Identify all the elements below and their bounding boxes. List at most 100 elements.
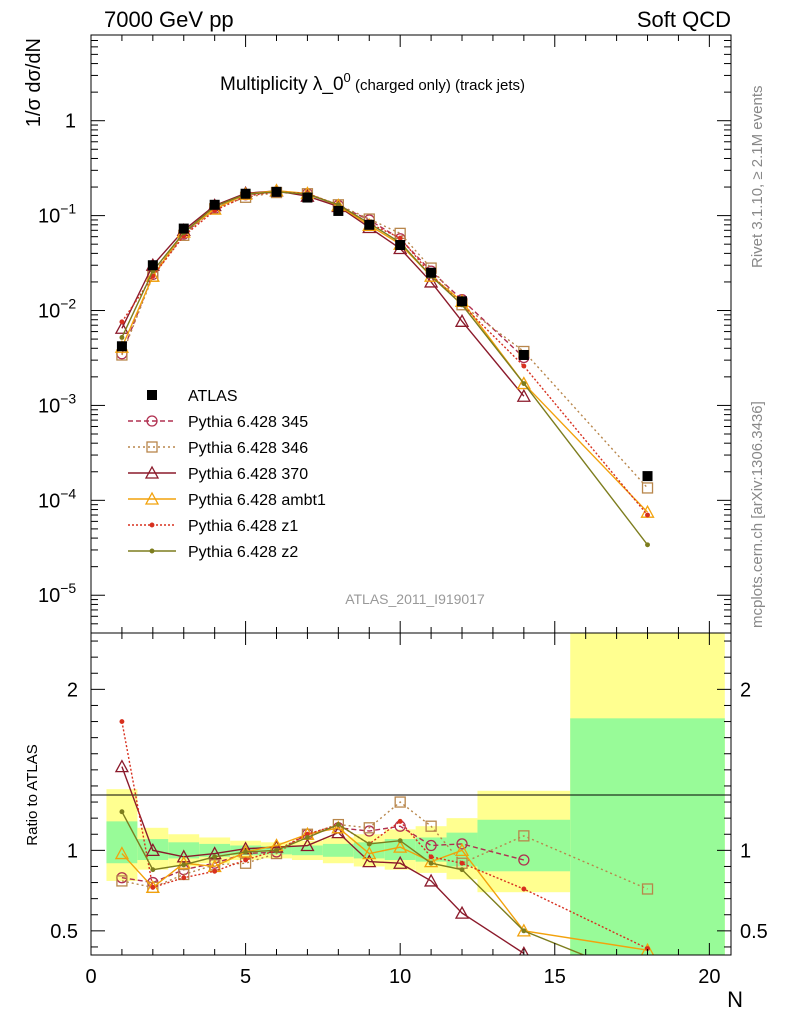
ratio-point-pythia-6-428-370-12 (518, 946, 529, 955)
main-frame (90, 34, 732, 634)
ratio-point-pythia-6-428-346-9 (394, 796, 406, 808)
atlas-point-11 (457, 296, 468, 307)
ratio-point-pythia-6-428-346-13 (641, 883, 654, 895)
legend-label-pythia-6-428-370: Pythia 6.428 370 (188, 466, 308, 483)
legend-marker-pythia-6-428-346 (146, 441, 158, 453)
plot-title-sup: 0 (344, 70, 351, 85)
ratio-point-pythia-6-428-ambt1-8 (362, 846, 377, 860)
ratio-point-pythia-6-428-370-8 (362, 854, 377, 868)
ratio-y-tick-label-left: 1 (67, 840, 78, 862)
ratio-point-pythia-6-428-z2-8 (366, 841, 372, 847)
y-tick-label: 10−3 (38, 390, 76, 417)
ratio-point-pythia-6-428-346-7 (332, 818, 344, 831)
legend: ATLAS Pythia 6.428 345 Pythia 6.428 346 Pyt… (128, 388, 326, 561)
ratio-point-pythia-6-428-346-10 (425, 820, 437, 832)
plot-title-suffix: (charged only) (track jets) (351, 77, 525, 94)
band-inner-12 (477, 819, 571, 872)
x-axis-title: N (727, 987, 743, 1012)
ratio-point-pythia-6-428-z1-3 (212, 868, 218, 874)
ratio-y-axis-title: Ratio to ATLAS (24, 744, 41, 845)
atlas-point-12 (518, 349, 529, 360)
ratio-point-pythia-6-428-370-2 (176, 849, 191, 863)
point-pythia-6-428-z2-13 (645, 542, 650, 548)
ratio-point-pythia-6-428-ambt1-0 (114, 846, 130, 860)
ratio-point-pythia-6-428-346-12 (518, 830, 530, 842)
atlas-point-3 (209, 199, 220, 210)
atlas-point-1 (147, 260, 158, 271)
ratio-point-pythia-6-428-z1-2 (181, 875, 187, 881)
point-pythia-6-428-370-12 (516, 388, 531, 402)
ratio-point-pythia-6-428-z1-0 (119, 719, 125, 724)
ratio-point-pythia-6-428-z1-4 (243, 857, 249, 863)
x-tick-label: 20 (698, 966, 720, 988)
atlas-point-7 (333, 205, 344, 216)
ratio-point-pythia-6-428-370-7 (331, 825, 346, 839)
legend-label-pythia-6-428-z2: Pythia 6.428 z2 (188, 544, 298, 561)
point-pythia-6-428-z1-12 (521, 363, 527, 369)
ratio-point-pythia-6-428-z1-1 (150, 884, 156, 890)
y-tick-label: 10−4 (38, 485, 76, 512)
x-tick-label: 0 (85, 966, 96, 988)
plot-title-main: Multiplicity λ_0 (220, 74, 344, 95)
point-pythia-6-428-z2-12 (521, 381, 527, 387)
series-line-pythia-6-428-ambt1 (121, 190, 649, 513)
ratio-point-pythia-6-428-z2-5 (274, 847, 279, 853)
ticks: 0 5 10 15 20 10−5 10−4 10−3 10−2 10−1 1 0.5 0.5 1 1 2 2 (38, 34, 768, 988)
x-tick-label: 5 (240, 966, 251, 988)
ratio-point-pythia-6-428-z2-11 (459, 867, 465, 873)
x-tick-label: 15 (544, 966, 566, 988)
atlas-point-0 (116, 341, 127, 352)
header-right: Soft QCD (637, 7, 731, 32)
ratio-y-tick-label-right: 1 (740, 840, 751, 862)
series-line-pythia-6-428-370 (121, 190, 525, 397)
point-pythia-6-428-370-11 (454, 313, 470, 327)
atlas-point-2 (178, 223, 189, 234)
legend-marker-atlas (147, 390, 157, 400)
ratio-point-pythia-6-428-346-8 (363, 822, 375, 834)
ratio-series (114, 719, 655, 955)
ratio-point-pythia-6-428-z2-10 (428, 860, 434, 866)
legend-marker-pythia-6-428-z1 (149, 522, 155, 528)
ratio-point-pythia-6-428-z2-6 (304, 835, 310, 840)
legend-label-pythia-6-428-z1: Pythia 6.428 z1 (188, 518, 298, 535)
ratio-point-pythia-6-428-z2-7 (335, 822, 341, 828)
side-label-mcplots: mcplots.cern.ch [arXiv:1306.3436] (749, 401, 766, 628)
atlas-point-8 (364, 219, 375, 230)
band-inner-0 (106, 821, 138, 864)
ratio-point-pythia-6-428-z2-9 (397, 838, 403, 844)
atlas-point-13 (642, 471, 653, 482)
y-tick-label: 10−2 (38, 296, 76, 323)
ratio-y-tick-label-right: 0.5 (740, 921, 768, 943)
legend-label-pythia-6-428-345: Pythia 6.428 345 (188, 414, 308, 431)
plot-title: Multiplicity λ_00 (charged only) (track … (220, 70, 525, 95)
ratio-point-pythia-6-428-z1-9 (397, 818, 403, 824)
point-pythia-6-428-z2-0 (119, 335, 125, 340)
point-pythia-6-428-346-13 (641, 482, 654, 494)
legend-label-pythia-6-428-ambt1: Pythia 6.428 ambt1 (188, 492, 326, 509)
point-pythia-6-428-z1-0 (119, 319, 125, 325)
legend-marker-pythia-6-428-345 (146, 415, 158, 427)
side-label-rivet: Rivet 3.1.10, ≥ 2.1M events (749, 86, 766, 269)
ratio-point-pythia-6-428-370-11 (454, 905, 470, 919)
ratio-point-pythia-6-428-z2-12 (521, 928, 527, 934)
y-tick-label: 10−1 (38, 201, 76, 228)
ratio-point-pythia-6-428-z2-2 (181, 862, 187, 868)
point-pythia-6-428-z1-9 (397, 235, 403, 241)
ratio-point-pythia-6-428-ambt1-13 (640, 942, 655, 955)
ratio-point-pythia-6-428-370-1 (145, 842, 160, 856)
ratio-point-pythia-6-428-345-12 (518, 854, 530, 866)
y-axis-title: 1/σ dσ/dN (23, 38, 45, 127)
y-tick-label: 10−5 (38, 580, 76, 607)
atlas-data (116, 186, 653, 482)
ratio-point-pythia-6-428-z2-3 (212, 854, 218, 860)
ratio-point-pythia-6-428-z1-10 (428, 854, 434, 860)
atlas-point-9 (395, 240, 406, 251)
atlas-point-5 (271, 186, 282, 197)
ratio-point-pythia-6-428-ambt1-2 (176, 855, 191, 869)
legend-label-pythia-6-428-346: Pythia 6.428 346 (188, 440, 308, 457)
band-inner-9 (384, 839, 416, 861)
legend-marker-pythia-6-428-370 (144, 465, 160, 479)
ratio-point-pythia-6-428-z1-12 (521, 886, 527, 892)
ratio-y-tick-label-right: 2 (740, 679, 751, 701)
